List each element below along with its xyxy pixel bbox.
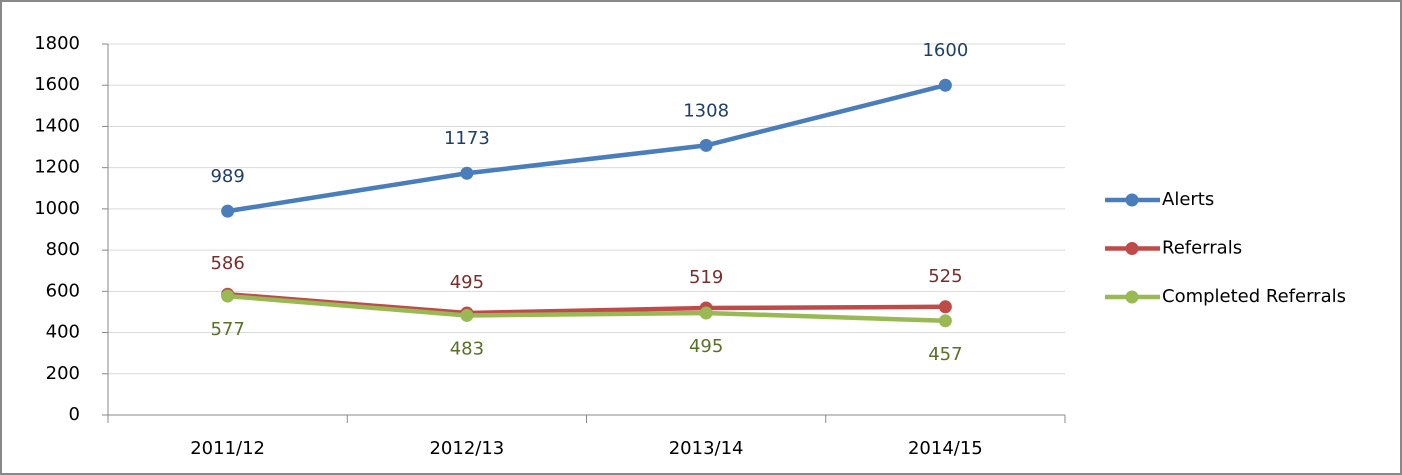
data-point xyxy=(939,300,952,313)
legend-marker xyxy=(1126,291,1139,304)
data-label: 1600 xyxy=(922,40,968,61)
legend-marker xyxy=(1126,242,1139,255)
y-tick-label: 800 xyxy=(46,239,80,260)
data-label: 1308 xyxy=(683,100,729,121)
y-tick-label: 1600 xyxy=(34,74,80,95)
x-tick-label: 2014/15 xyxy=(908,438,983,459)
y-tick-label: 400 xyxy=(46,322,80,343)
data-label: 989 xyxy=(210,166,244,187)
data-point xyxy=(939,314,952,327)
data-label: 577 xyxy=(210,319,244,340)
y-tick-label: 1400 xyxy=(34,115,80,136)
x-tick-label: 2013/14 xyxy=(669,438,744,459)
data-label: 1173 xyxy=(444,128,490,149)
data-point xyxy=(460,309,473,322)
data-label: 586 xyxy=(210,253,244,274)
x-tick-label: 2012/13 xyxy=(429,438,504,459)
legend-label: Completed Referrals xyxy=(1162,286,1346,307)
data-point xyxy=(221,290,234,303)
y-tick-label: 600 xyxy=(46,280,80,301)
y-tick-label: 200 xyxy=(46,363,80,384)
data-label: 519 xyxy=(689,267,723,288)
data-point xyxy=(700,139,713,152)
legend-marker xyxy=(1126,194,1139,207)
y-tick-label: 1200 xyxy=(34,157,80,178)
data-label: 525 xyxy=(928,266,962,287)
data-label: 483 xyxy=(450,338,484,359)
y-tick-label: 1000 xyxy=(34,198,80,219)
data-label: 457 xyxy=(928,344,962,365)
legend-label: Referrals xyxy=(1162,238,1242,259)
y-tick-label: 0 xyxy=(69,404,80,425)
data-point xyxy=(939,79,952,92)
legend-label: Alerts xyxy=(1162,189,1214,210)
y-tick-label: 1800 xyxy=(34,33,80,54)
data-point xyxy=(221,205,234,218)
data-label: 495 xyxy=(450,272,484,293)
data-label: 495 xyxy=(689,336,723,357)
x-tick-label: 2011/12 xyxy=(190,438,265,459)
data-point xyxy=(700,306,713,319)
data-point xyxy=(460,167,473,180)
